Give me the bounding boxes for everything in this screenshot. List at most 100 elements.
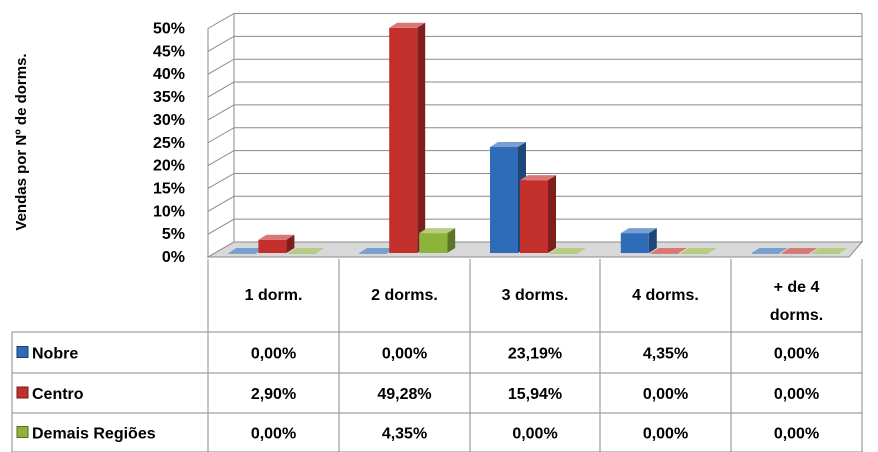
bar-side: [548, 175, 556, 253]
category-label-line: dorms.: [770, 307, 823, 324]
bar-centro: [520, 175, 556, 253]
y-tick-label: 50%: [153, 21, 185, 38]
table-cell-value: 2,90%: [251, 386, 296, 403]
y-axis-ticks: 0% 5% 10% 15% 20% 25% 30% 35% 40% 45% 50%: [153, 21, 185, 267]
gridline: [207, 58, 862, 75]
category-label: 1 dorm.: [245, 287, 303, 304]
bar-front: [520, 180, 548, 253]
gridline: [207, 35, 862, 52]
gridline: [207, 81, 862, 98]
table-cell-value: 15,94%: [508, 386, 562, 403]
bar-front: [490, 147, 518, 253]
y-tick-label: 40%: [153, 66, 185, 83]
y-tick-label: 35%: [153, 89, 185, 106]
bar-top: [781, 248, 818, 253]
table-cell-value: 49,28%: [377, 386, 431, 403]
bar-centro: [389, 22, 426, 253]
legend-label: Nobre: [32, 346, 78, 363]
bar-top: [650, 248, 687, 253]
category-label-line: + de 4: [774, 279, 820, 296]
category-label: + de 4 dorms.: [770, 279, 823, 324]
bars: [228, 22, 848, 254]
bar-demais-regiões: [419, 228, 456, 253]
table-cell-value: 4,35%: [643, 346, 688, 363]
category-label: 3 dorms.: [502, 287, 569, 304]
y-tick-label: 0%: [162, 249, 185, 266]
bar-nobre: [620, 228, 657, 253]
bar-front: [550, 253, 578, 254]
grid-lines: [207, 13, 863, 258]
bar-centro: [781, 248, 818, 254]
bar-front: [781, 253, 810, 254]
bar-front: [389, 27, 418, 253]
bar-top: [288, 248, 325, 253]
gridline: [207, 104, 862, 121]
table-cell-value: 0,00%: [512, 426, 557, 443]
bar-top: [228, 248, 265, 253]
bar-demais-regiões: [288, 248, 325, 254]
y-tick-label: 30%: [153, 112, 185, 129]
bar-front: [650, 253, 679, 254]
bar-top: [419, 228, 456, 234]
gridline: [207, 150, 862, 167]
bar-front: [288, 253, 317, 254]
table-cell-value: 0,00%: [251, 426, 296, 443]
gridline: [207, 13, 862, 29]
bar-front: [680, 253, 709, 254]
bar-centro: [258, 234, 295, 253]
y-tick-label: 5%: [162, 226, 185, 243]
bar-top: [550, 248, 586, 253]
bar-nobre: [228, 248, 265, 254]
bar-front: [258, 239, 287, 253]
table-cell-value: 0,00%: [774, 346, 819, 363]
bar-front: [228, 253, 257, 254]
bar-demais-regiões: [550, 248, 586, 254]
table-cell-value: 0,00%: [382, 346, 427, 363]
table-cell-value: 0,00%: [774, 426, 819, 443]
table-cell-value: 0,00%: [774, 386, 819, 403]
bar-side: [648, 228, 657, 253]
bar-side: [447, 228, 456, 253]
bar-top: [359, 248, 396, 253]
bar-top: [620, 228, 657, 234]
data-table: 1 dorm. 2 dorms. 3 dorms. 4 dorms. + de 4 dor…: [11, 259, 863, 452]
y-tick-label: 45%: [153, 43, 185, 60]
legend-label: Demais Regiões: [32, 426, 156, 443]
legend-label: Centro: [32, 386, 84, 403]
bar-front: [359, 253, 388, 254]
y-tick-label: 15%: [153, 180, 185, 197]
bar-front: [620, 233, 649, 253]
bar-front: [419, 233, 448, 253]
bar-top: [490, 142, 526, 148]
y-tick-label: 20%: [153, 158, 185, 175]
bar-front: [811, 253, 840, 254]
bar-side: [417, 22, 426, 253]
gridline: [207, 127, 862, 144]
table-cell-value: 23,19%: [508, 346, 562, 363]
y-tick-label: 10%: [153, 203, 185, 220]
bar-top: [680, 248, 717, 253]
y-tick-label: 25%: [153, 135, 185, 152]
category-label: 2 dorms.: [371, 287, 438, 304]
bar-top: [520, 175, 556, 181]
legend-swatch: [16, 346, 29, 358]
category-label: 4 dorms.: [632, 287, 699, 304]
bar-top: [389, 22, 426, 28]
legend-swatch: [16, 386, 29, 399]
bar-top: [811, 248, 848, 253]
bar-nobre: [359, 248, 396, 254]
bar-top: [751, 248, 788, 253]
bar-demais-regiões: [680, 248, 717, 254]
bar-side: [286, 234, 295, 253]
bar-centro: [650, 248, 687, 254]
table-cell-value: 4,35%: [382, 426, 427, 443]
legend-swatch: [16, 426, 29, 438]
table-cell-value: 0,00%: [251, 346, 296, 363]
table-cell-value: 0,00%: [643, 426, 688, 443]
table-cell-value: 0,00%: [643, 386, 688, 403]
bar-nobre: [751, 248, 788, 254]
bar-top: [258, 234, 295, 240]
bar-demais-regiões: [811, 248, 848, 254]
y-axis-label: Vendas por Nº de dorms.: [13, 53, 30, 230]
